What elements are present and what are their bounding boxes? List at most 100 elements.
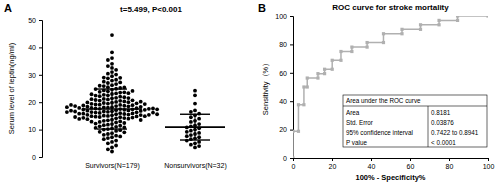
data-point	[126, 100, 130, 104]
data-point	[126, 96, 130, 100]
y-tick-mark	[290, 44, 293, 45]
data-point	[126, 117, 130, 121]
data-point	[106, 72, 110, 76]
data-point	[106, 98, 110, 102]
data-point	[110, 131, 114, 135]
data-point	[90, 97, 94, 101]
table-label: Std. Error	[346, 119, 373, 126]
data-point	[114, 104, 118, 108]
roc-point	[331, 68, 334, 71]
y-tick-label: 20	[28, 99, 36, 106]
data-point	[193, 109, 197, 113]
data-point	[94, 126, 98, 130]
table-frame	[343, 95, 487, 147]
y-tick: 0	[32, 154, 42, 161]
data-point	[151, 111, 155, 115]
data-point	[118, 95, 122, 99]
y-tick: 40	[279, 98, 293, 105]
data-point	[98, 111, 102, 115]
table-value: 0.03876	[431, 119, 454, 126]
data-point	[90, 110, 94, 114]
data-point	[114, 134, 118, 138]
y-tick-label: 40	[279, 98, 287, 105]
data-point	[110, 62, 114, 66]
data-point	[189, 129, 193, 133]
data-point	[131, 112, 135, 116]
roc-point	[400, 32, 403, 35]
x-tick: Nonsurvivors(N=32)	[164, 162, 226, 170]
chart-svg: At=5.499, P<0.00101020304050Survivors(N=…	[0, 0, 500, 183]
roc-point	[306, 76, 309, 79]
data-point	[102, 84, 106, 88]
data-point	[139, 100, 143, 104]
y-tick: 20	[279, 126, 293, 133]
data-point	[86, 101, 90, 105]
data-point	[69, 109, 73, 113]
data-point	[147, 113, 151, 117]
y-tick-label: 40	[28, 44, 36, 51]
y-tick: 30	[28, 72, 42, 79]
panel-label: A	[4, 2, 12, 14]
data-point	[102, 101, 106, 105]
roc-point	[339, 59, 342, 62]
x-tick: 0	[292, 158, 296, 170]
data-point	[114, 125, 118, 129]
x-axis-line	[294, 159, 489, 162]
y-axis-line	[39, 21, 43, 158]
data-point	[106, 81, 110, 85]
data-point	[90, 92, 94, 96]
data-point	[81, 112, 85, 116]
y-tick-label: 10	[28, 126, 36, 133]
panel-label: B	[258, 2, 266, 14]
sd-whisker	[112, 89, 113, 129]
data-point	[185, 130, 189, 134]
data-point	[114, 144, 118, 148]
y-tick-label: 80	[279, 41, 287, 48]
roc-point	[437, 19, 440, 22]
data-point	[106, 114, 110, 118]
x-axis-title: 100% - Specificity%	[355, 173, 425, 182]
x-axis: 020406080100	[292, 158, 495, 170]
data-point	[98, 84, 102, 88]
roc-point	[293, 130, 295, 133]
x-tick: 20	[329, 158, 337, 170]
data-point	[139, 113, 143, 117]
data-point	[110, 140, 114, 144]
data-point	[189, 120, 193, 124]
data-point	[122, 116, 126, 120]
data-point	[114, 139, 118, 143]
data-point	[197, 131, 201, 135]
data-point	[65, 110, 69, 114]
data-point	[102, 119, 106, 123]
x-tick-label: 0	[292, 163, 296, 170]
y-tick: 40	[28, 44, 42, 51]
y-tick-mark	[39, 102, 42, 103]
chart-title: ROC curve for stroke mortality	[332, 3, 449, 12]
y-tick: 60	[279, 70, 293, 77]
data-point	[189, 110, 193, 114]
data-point	[94, 94, 98, 98]
data-point	[94, 87, 98, 91]
y-tick-label: 0	[283, 155, 287, 162]
roc-point	[323, 72, 326, 75]
x-tick-label: 100	[483, 163, 495, 170]
data-point	[189, 133, 193, 137]
data-point	[102, 93, 106, 97]
data-point	[110, 50, 114, 54]
data-point	[106, 123, 110, 127]
data-point	[98, 124, 102, 128]
data-point	[102, 76, 106, 80]
data-point	[147, 107, 151, 111]
data-point	[90, 114, 94, 118]
data-point	[86, 113, 90, 117]
x-tick-label: 20	[329, 163, 337, 170]
data-point	[114, 112, 118, 116]
data-point	[102, 114, 106, 118]
data-point	[131, 89, 135, 93]
y-tick: 20	[28, 99, 42, 106]
data-point	[122, 130, 126, 134]
data-point	[118, 81, 122, 85]
data-point	[94, 115, 98, 119]
data-point	[94, 98, 98, 102]
data-point	[114, 96, 118, 100]
